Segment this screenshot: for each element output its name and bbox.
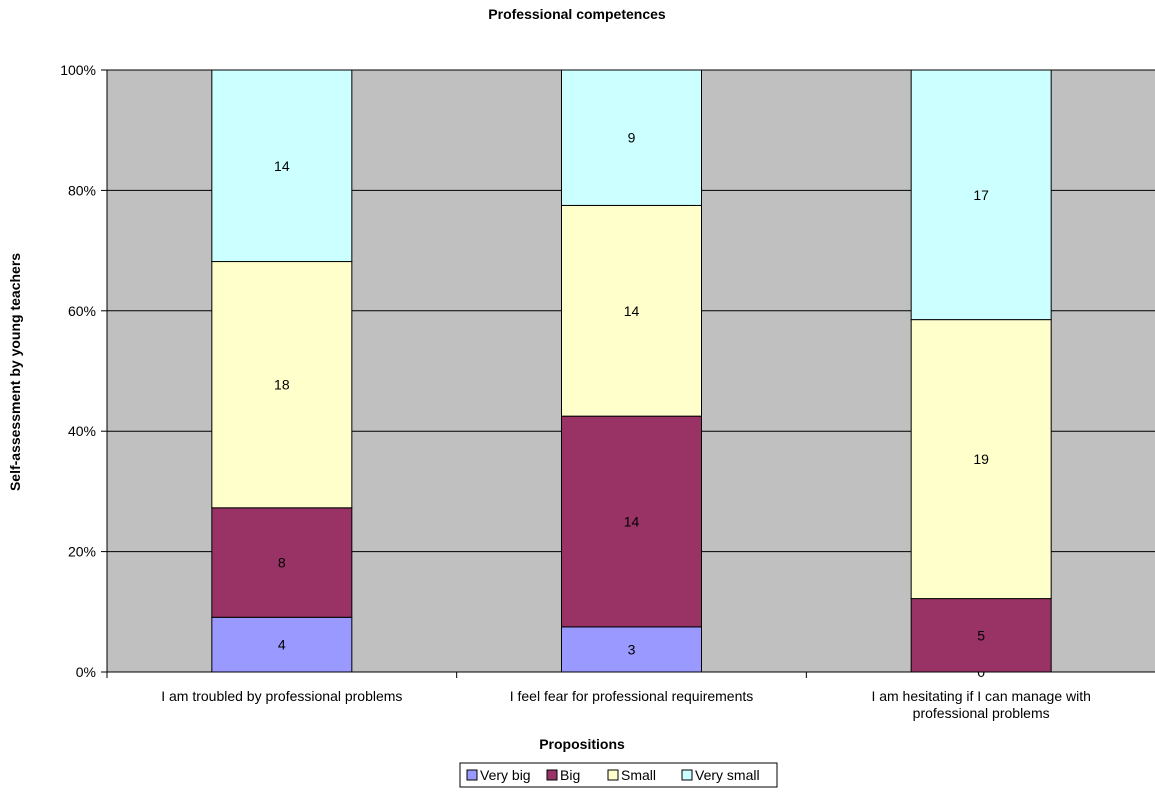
legend-label: Big <box>560 767 580 783</box>
data-label: 18 <box>274 377 290 393</box>
y-tick-label: 40% <box>68 423 96 439</box>
bar-segment <box>561 69 702 206</box>
legend-swatch <box>607 769 619 781</box>
data-label: 14 <box>624 514 640 530</box>
legend: Very big Big Small Very small <box>459 762 778 788</box>
bar-segment <box>211 69 353 263</box>
legend-label: Small <box>621 767 656 783</box>
data-label: 14 <box>624 303 640 319</box>
bar-segment <box>910 319 1052 600</box>
data-label: 19 <box>973 451 989 467</box>
bar-segment <box>910 69 1052 321</box>
legend-label: Very big <box>480 767 531 783</box>
chart-title: Professional competences <box>488 6 666 22</box>
y-tick-label: 80% <box>68 182 96 198</box>
data-label: 4 <box>278 637 286 653</box>
bar-segment <box>910 598 1052 673</box>
x-category-label: I feel fear for professional requirement… <box>510 688 754 704</box>
y-axis-title: Self-assessment by young teachers <box>7 253 23 491</box>
y-tick-label: 60% <box>68 303 96 319</box>
bar-segment <box>561 204 702 417</box>
x-category-label: I am hesitating if I can manage with <box>871 688 1090 704</box>
data-label: 17 <box>973 187 989 203</box>
x-category-label: I am troubled by professional problems <box>161 688 402 704</box>
legend-label: Very small <box>695 767 760 783</box>
bar-segment <box>561 626 702 673</box>
data-label: 5 <box>977 627 985 643</box>
x-category-label: professional problems <box>913 705 1050 721</box>
bar-segment <box>211 261 353 509</box>
data-label: 3 <box>628 641 636 657</box>
y-tick-label: 20% <box>68 544 96 560</box>
legend-swatch <box>466 769 478 781</box>
data-label: 9 <box>628 130 636 146</box>
y-tick-label: 0% <box>76 664 96 680</box>
x-axis-title: Propositions <box>539 736 625 752</box>
legend-swatch <box>681 769 693 781</box>
plot-area: 0% 20% 40% 60% 80% 100% 4 8 18 14 I am troubled by… <box>60 62 1155 721</box>
data-label: 8 <box>278 555 286 571</box>
bar-segment <box>211 507 353 618</box>
y-tick-label: 100% <box>60 62 96 78</box>
bar-segment <box>561 415 702 628</box>
data-label: 14 <box>274 158 290 174</box>
bar-segment <box>211 616 353 673</box>
legend-swatch <box>546 769 558 781</box>
